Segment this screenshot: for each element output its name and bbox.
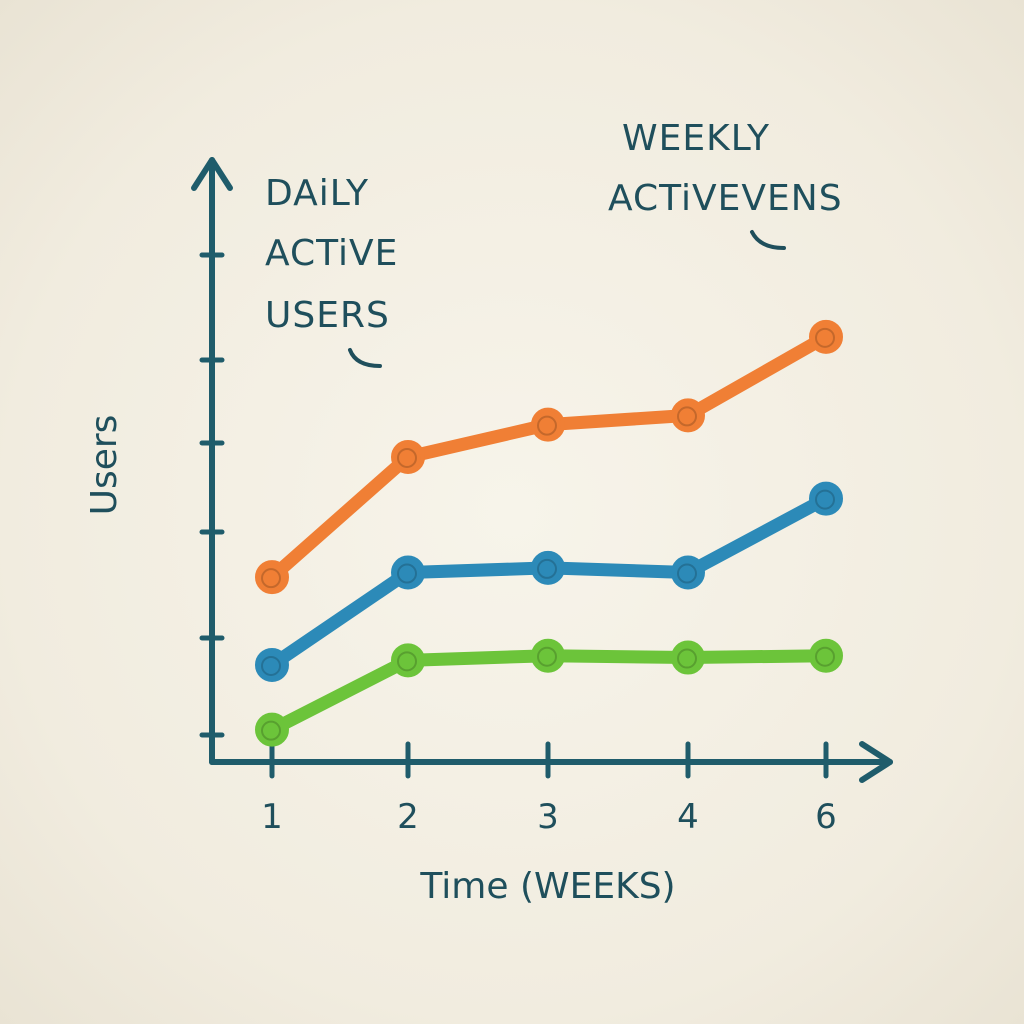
x-tick-label: 2 [397, 797, 419, 837]
data-point-scribble [677, 648, 697, 669]
data-point-scribble [677, 406, 697, 427]
data-point [809, 319, 843, 354]
data-point [531, 550, 565, 585]
y-axis-arrow [191, 157, 233, 191]
data-point [671, 640, 705, 675]
data-point-scribble [677, 563, 697, 584]
annotation-daily-line-2: ACTiVE [265, 233, 398, 274]
data-point [391, 643, 425, 678]
annotation-daily-pointer [348, 348, 382, 368]
data-point [255, 560, 289, 595]
data-point-scribble [397, 447, 417, 468]
x-axis-title: Time (WEEKS) [419, 866, 675, 907]
data-point-scribble [537, 415, 557, 436]
y-axis-title: Users [84, 415, 125, 516]
data-point [809, 481, 843, 516]
x-tick-label: 1 [261, 797, 283, 837]
y-axis-ticks [199, 252, 225, 738]
data-point [255, 712, 289, 747]
data-point-scribble [397, 651, 417, 672]
x-axis-ticks: 1 2 3 4 6 [261, 741, 837, 837]
data-point-scribble [397, 563, 417, 584]
data-point-scribble [815, 646, 835, 667]
data-point [809, 638, 843, 673]
data-point [531, 638, 565, 673]
annotation-weekly-pointer [750, 230, 786, 250]
series-0 [255, 319, 843, 595]
data-point-scribble [815, 327, 835, 348]
annotation-weekly-line-2: ACTiVEVENS [608, 178, 843, 219]
data-point-scribble [261, 655, 281, 676]
data-point-scribble [261, 568, 281, 589]
annotation-weekly-active: WEEKLY ACTiVEVENS [608, 118, 843, 219]
data-point-scribble [261, 720, 281, 741]
annotation-weekly-line-1: WEEKLY [622, 118, 770, 159]
data-point-scribble [537, 558, 557, 579]
x-tick-label: 3 [537, 797, 559, 837]
annotation-daily-active-users: DAiLY ACTiVE USERS [265, 173, 411, 336]
series-2 [255, 638, 843, 747]
data-point-scribble [537, 646, 557, 667]
data-point [391, 555, 425, 590]
annotation-daily-line-3: USERS [265, 295, 390, 336]
axes [191, 157, 893, 783]
series-layer [255, 319, 843, 747]
x-tick-label: 6 [815, 797, 837, 837]
data-point-scribble [815, 489, 835, 510]
data-point [671, 398, 705, 433]
x-axis-arrow [859, 741, 893, 783]
x-tick-label: 4 [677, 797, 699, 837]
data-point [391, 439, 425, 474]
data-point [671, 555, 705, 590]
data-point [255, 647, 289, 682]
series-1 [255, 481, 843, 682]
annotation-daily-line-1: DAiLY [265, 173, 369, 214]
data-point [531, 407, 565, 442]
